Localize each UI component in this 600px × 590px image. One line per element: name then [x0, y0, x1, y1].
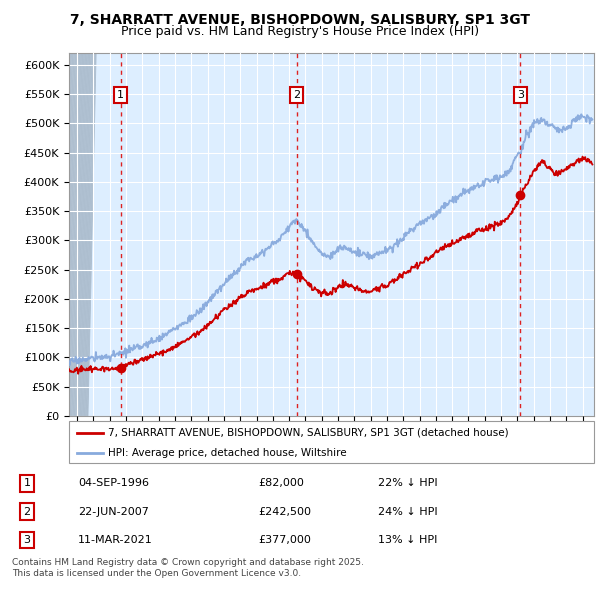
Text: 3: 3	[517, 90, 524, 100]
Text: 22% ↓ HPI: 22% ↓ HPI	[378, 478, 437, 488]
Text: 1: 1	[117, 90, 124, 100]
Text: 3: 3	[23, 535, 31, 545]
Text: HPI: Average price, detached house, Wiltshire: HPI: Average price, detached house, Wilt…	[109, 448, 347, 457]
Text: 24% ↓ HPI: 24% ↓ HPI	[378, 507, 437, 516]
Text: 2: 2	[293, 90, 301, 100]
Text: 11-MAR-2021: 11-MAR-2021	[78, 535, 153, 545]
Text: Price paid vs. HM Land Registry's House Price Index (HPI): Price paid vs. HM Land Registry's House …	[121, 25, 479, 38]
Text: 7, SHARRATT AVENUE, BISHOPDOWN, SALISBURY, SP1 3GT (detached house): 7, SHARRATT AVENUE, BISHOPDOWN, SALISBUR…	[109, 428, 509, 438]
Text: 2: 2	[23, 507, 31, 516]
Text: 7, SHARRATT AVENUE, BISHOPDOWN, SALISBURY, SP1 3GT: 7, SHARRATT AVENUE, BISHOPDOWN, SALISBUR…	[70, 13, 530, 27]
Text: 22-JUN-2007: 22-JUN-2007	[78, 507, 149, 516]
FancyBboxPatch shape	[69, 421, 594, 463]
Text: 04-SEP-1996: 04-SEP-1996	[78, 478, 149, 488]
Text: £242,500: £242,500	[258, 507, 311, 516]
Text: This data is licensed under the Open Government Licence v3.0.: This data is licensed under the Open Gov…	[12, 569, 301, 578]
Text: £377,000: £377,000	[258, 535, 311, 545]
Text: 1: 1	[23, 478, 31, 488]
Text: Contains HM Land Registry data © Crown copyright and database right 2025.: Contains HM Land Registry data © Crown c…	[12, 558, 364, 566]
Text: £82,000: £82,000	[258, 478, 304, 488]
Text: 13% ↓ HPI: 13% ↓ HPI	[378, 535, 437, 545]
